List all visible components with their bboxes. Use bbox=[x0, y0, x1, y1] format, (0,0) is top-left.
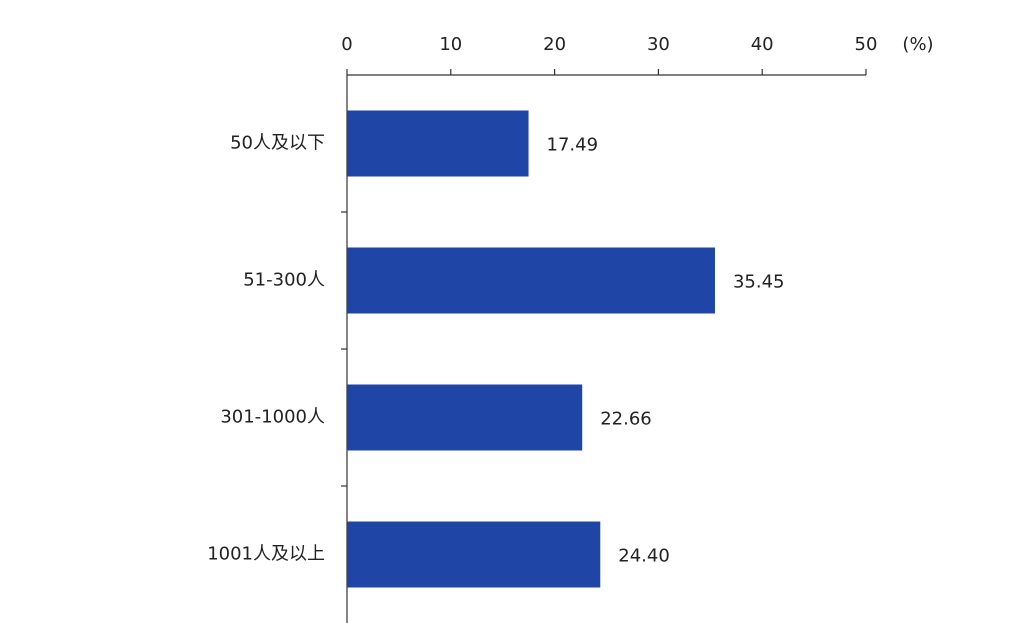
x-tick-label: 30 bbox=[647, 34, 670, 55]
bar bbox=[347, 247, 715, 314]
bar bbox=[347, 110, 529, 177]
x-tick-label: 10 bbox=[439, 34, 462, 55]
y-tick-label: 51-300人 bbox=[243, 270, 325, 291]
x-axis-unit: (%) bbox=[902, 34, 933, 55]
value-label: 22.66 bbox=[600, 409, 652, 430]
x-tick-label: 0 bbox=[341, 34, 352, 55]
value-label: 35.45 bbox=[733, 272, 785, 293]
y-tick-label: 301-1000人 bbox=[220, 407, 325, 428]
y-tick-label: 1001人及以上 bbox=[207, 544, 325, 565]
value-label: 17.49 bbox=[547, 135, 599, 156]
bar bbox=[347, 521, 601, 588]
bar bbox=[347, 384, 583, 451]
x-tick-label: 20 bbox=[543, 34, 566, 55]
x-tick-label: 50 bbox=[855, 34, 878, 55]
y-tick-label: 50人及以下 bbox=[230, 133, 325, 154]
x-tick-label: 40 bbox=[751, 34, 774, 55]
value-label: 24.40 bbox=[618, 546, 670, 567]
